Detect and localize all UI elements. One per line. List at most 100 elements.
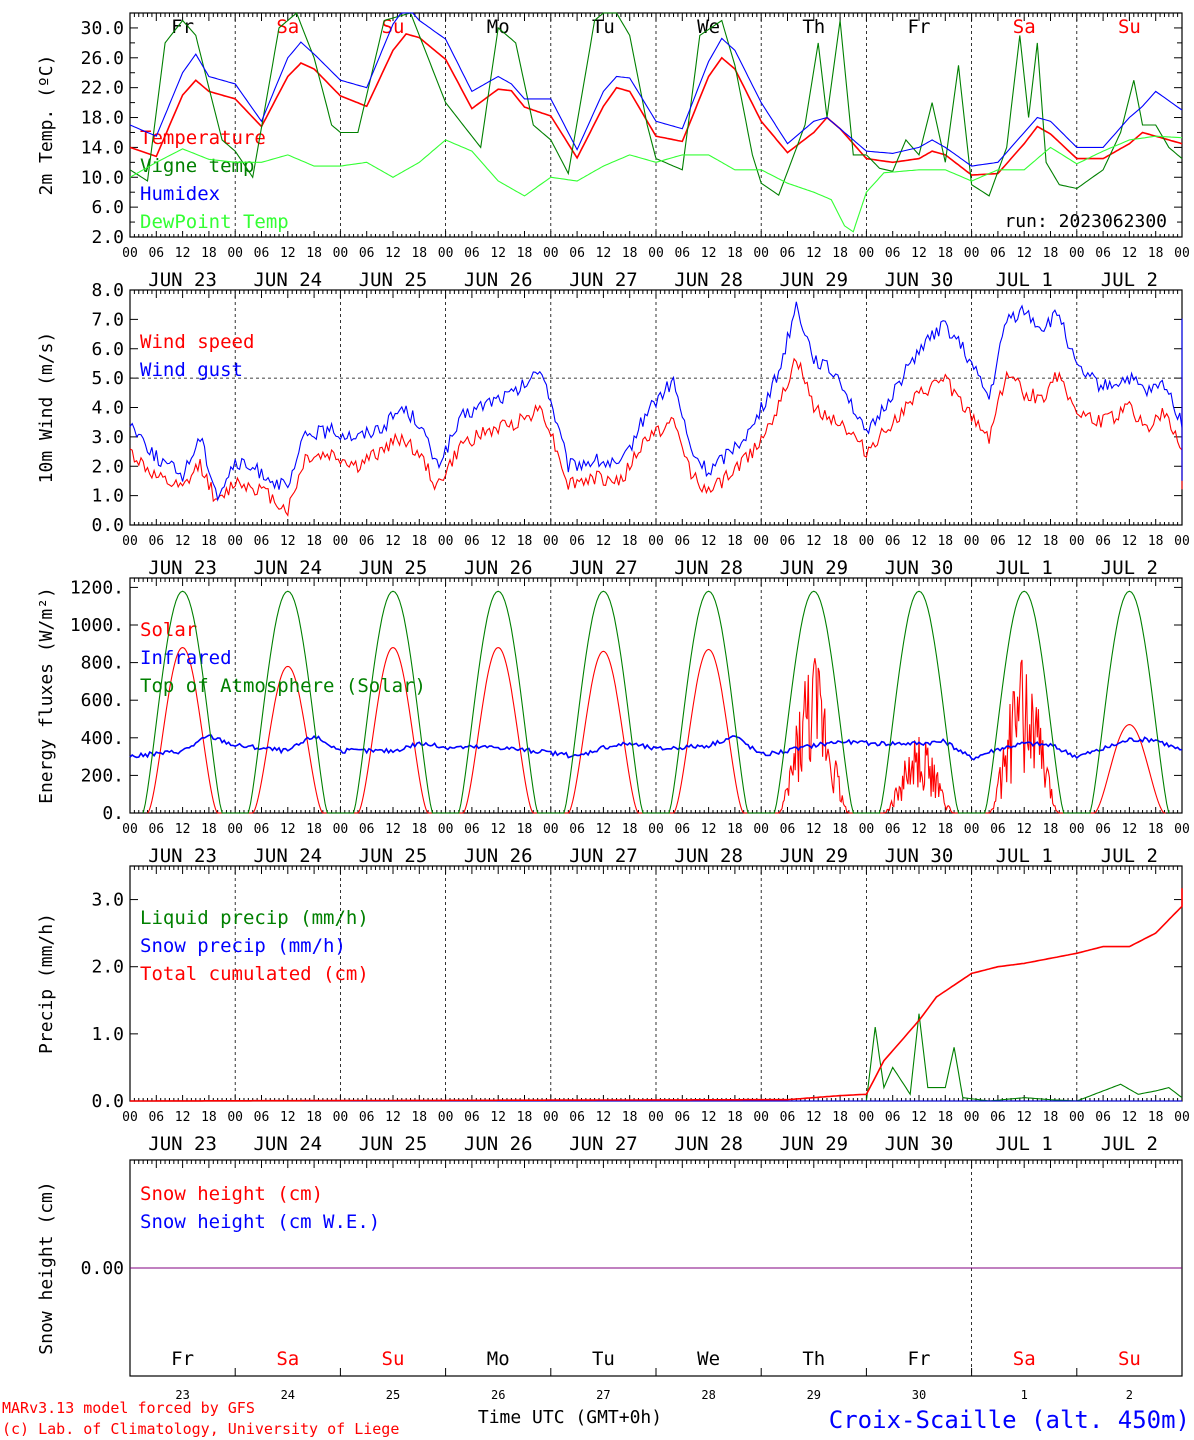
hour-tick-label: 12 bbox=[596, 246, 612, 261]
hour-tick-label: 18 bbox=[411, 822, 427, 837]
hour-tick-label: 18 bbox=[517, 822, 533, 837]
hour-tick-label: 12 bbox=[1016, 1110, 1032, 1125]
hour-tick-label: 00 bbox=[122, 534, 138, 549]
date-label: JUN 24 bbox=[253, 557, 322, 579]
hour-tick-label: 00 bbox=[1069, 246, 1085, 261]
hour-tick-label: 18 bbox=[201, 822, 217, 837]
series-line bbox=[129, 12, 1183, 167]
hour-tick-label: 12 bbox=[1122, 822, 1138, 837]
hour-tick-label: 12 bbox=[596, 1110, 612, 1125]
weekday-label: Sa bbox=[1013, 1348, 1036, 1370]
date-label: JUN 30 bbox=[885, 269, 954, 291]
hour-tick-label: 06 bbox=[780, 246, 796, 261]
date-label: JUN 25 bbox=[359, 557, 428, 579]
hour-tick-label: 18 bbox=[1148, 246, 1164, 261]
weekday-label: Tu bbox=[592, 1348, 615, 1370]
hour-tick-label: 06 bbox=[464, 1110, 480, 1125]
hour-tick-label: 18 bbox=[201, 1110, 217, 1125]
hour-tick-label: 06 bbox=[990, 534, 1006, 549]
hour-tick-label: 12 bbox=[701, 534, 717, 549]
legend-label: DewPoint Temp bbox=[140, 211, 289, 233]
date-label: JUN 28 bbox=[674, 1133, 743, 1155]
hour-tick-label: 18 bbox=[937, 534, 953, 549]
hour-tick-label: 06 bbox=[990, 822, 1006, 837]
hour-tick-label: 00 bbox=[753, 246, 769, 261]
date-label: JUN 27 bbox=[569, 557, 638, 579]
hour-tick-label: 00 bbox=[964, 822, 980, 837]
date-label: JUN 29 bbox=[779, 845, 848, 867]
date-label: JUN 28 bbox=[674, 269, 743, 291]
hour-tick-label: 06 bbox=[148, 246, 164, 261]
hour-tick-label: 00 bbox=[438, 534, 454, 549]
hour-tick-label: 06 bbox=[254, 246, 270, 261]
day-number-label: 23 bbox=[175, 1388, 189, 1402]
hour-tick-label: 12 bbox=[490, 1110, 506, 1125]
weekday-label: Sa bbox=[276, 16, 299, 38]
hour-tick-label: 00 bbox=[964, 1110, 980, 1125]
hour-tick-label: 18 bbox=[937, 246, 953, 261]
y-tick-label: 8.0 bbox=[91, 280, 124, 301]
y-tick-label: 600. bbox=[81, 690, 124, 711]
date-label: JUN 30 bbox=[885, 845, 954, 867]
hour-tick-label: 12 bbox=[806, 822, 822, 837]
hour-tick-label: 12 bbox=[385, 246, 401, 261]
hour-tick-label: 00 bbox=[1174, 822, 1190, 837]
series-line bbox=[130, 1013, 1183, 1102]
y-tick-label: 10.0 bbox=[81, 167, 124, 188]
hour-tick-label: 00 bbox=[227, 246, 243, 261]
hour-tick-label: 12 bbox=[1016, 534, 1032, 549]
hour-tick-label: 00 bbox=[122, 822, 138, 837]
date-label: JUN 25 bbox=[359, 1133, 428, 1155]
y-tick-label: 30.0 bbox=[81, 18, 124, 39]
y-tick-label: 3.0 bbox=[91, 427, 124, 448]
hour-tick-label: 12 bbox=[385, 822, 401, 837]
y-axis-label: Precip (mm/h) bbox=[36, 913, 57, 1054]
hour-tick-label: 12 bbox=[175, 534, 191, 549]
hour-tick-label: 12 bbox=[911, 246, 927, 261]
hour-tick-label: 12 bbox=[806, 1110, 822, 1125]
hour-tick-label: 06 bbox=[1095, 246, 1111, 261]
day-number-label: 27 bbox=[596, 1388, 610, 1402]
hour-tick-label: 06 bbox=[885, 1110, 901, 1125]
hour-tick-label: 00 bbox=[438, 246, 454, 261]
y-tick-label: 6.0 bbox=[91, 339, 124, 360]
date-label: JUL 2 bbox=[1101, 1133, 1158, 1155]
hour-tick-label: 12 bbox=[596, 822, 612, 837]
hour-tick-label: 12 bbox=[1122, 246, 1138, 261]
y-tick-label: 1.0 bbox=[91, 1024, 124, 1045]
date-label: JUN 29 bbox=[779, 557, 848, 579]
day-number-label: 25 bbox=[386, 1388, 400, 1402]
hour-tick-label: 06 bbox=[148, 822, 164, 837]
series-line bbox=[129, 301, 1183, 502]
series-line bbox=[129, 135, 1183, 233]
y-tick-label: 2.0 bbox=[91, 456, 124, 477]
hour-tick-label: 12 bbox=[806, 246, 822, 261]
weekday-label: Su bbox=[1118, 1348, 1141, 1370]
day-number-label: 30 bbox=[912, 1388, 926, 1402]
hour-tick-label: 06 bbox=[569, 246, 585, 261]
legend-label: Snow height (cm W.E.) bbox=[140, 1211, 380, 1233]
hour-tick-label: 12 bbox=[280, 534, 296, 549]
hour-tick-label: 18 bbox=[1043, 822, 1059, 837]
weekday-label: Th bbox=[802, 16, 825, 38]
y-axis-label: 2m Temp. (ºC) bbox=[36, 55, 57, 196]
hour-tick-label: 12 bbox=[596, 534, 612, 549]
y-axis-label: Snow height (cm) bbox=[36, 1181, 57, 1354]
date-label: JUL 1 bbox=[996, 269, 1053, 291]
hour-tick-label: 12 bbox=[175, 1110, 191, 1125]
weekday-label: Mo bbox=[487, 1348, 510, 1370]
weekday-label: We bbox=[697, 16, 720, 38]
date-label: JUN 23 bbox=[148, 269, 217, 291]
date-label: JUN 27 bbox=[569, 269, 638, 291]
hour-tick-label: 18 bbox=[1043, 246, 1059, 261]
date-label: JUN 30 bbox=[885, 1133, 954, 1155]
hour-tick-label: 12 bbox=[280, 246, 296, 261]
hour-tick-label: 00 bbox=[753, 1110, 769, 1125]
hour-tick-label: 00 bbox=[1174, 1110, 1190, 1125]
hour-tick-label: 00 bbox=[122, 1110, 138, 1125]
hour-tick-label: 12 bbox=[701, 822, 717, 837]
hour-tick-label: 00 bbox=[753, 534, 769, 549]
legend-label: Snow height (cm) bbox=[140, 1183, 323, 1205]
date-label: JUN 28 bbox=[674, 557, 743, 579]
hour-tick-label: 18 bbox=[1043, 534, 1059, 549]
